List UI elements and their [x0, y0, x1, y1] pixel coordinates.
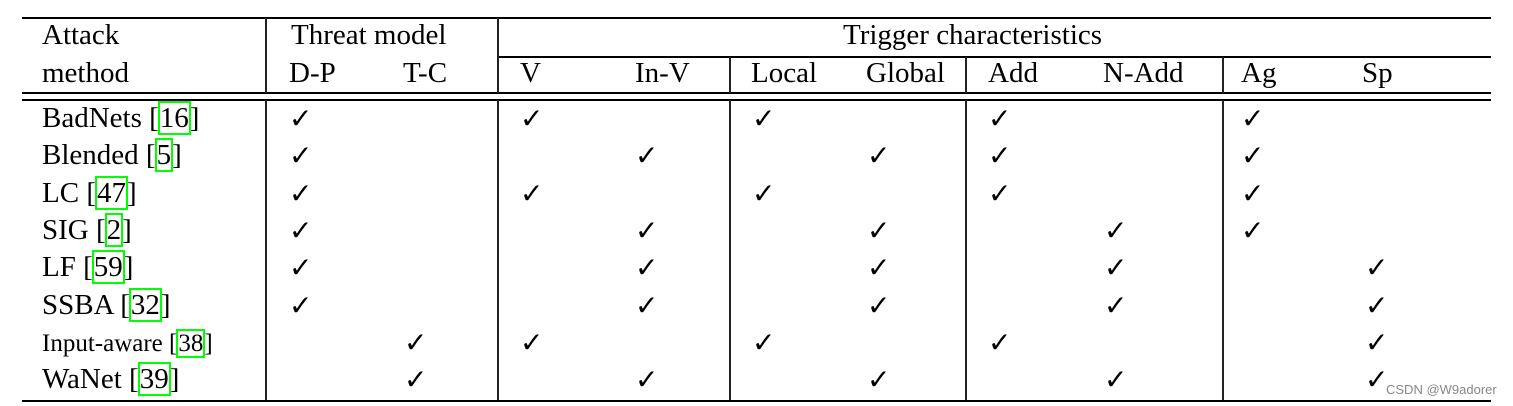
check-icon: ✓ — [988, 102, 1012, 135]
check-icon: ✓ — [635, 139, 659, 173]
check-icon: ✓ — [1104, 251, 1128, 285]
divider — [729, 57, 731, 93]
column-header-n-add: N-Add — [1103, 57, 1184, 89]
column-header-add: Add — [988, 57, 1038, 89]
method-label: Blended — [42, 139, 139, 172]
method-label: BadNets — [42, 102, 142, 134]
citation-link[interactable]: 32 — [128, 287, 162, 322]
check-icon: ✓ — [988, 325, 1012, 359]
divider — [965, 100, 967, 400]
divider — [265, 100, 267, 400]
header-attack-method-2: method — [42, 57, 129, 89]
check-icon: ✓ — [1365, 325, 1389, 359]
check-icon: ✓ — [1365, 288, 1389, 322]
check-icon: ✓ — [867, 139, 891, 173]
check-icon: ✓ — [635, 251, 659, 285]
check-icon: ✓ — [289, 288, 313, 322]
check-icon: ✓ — [1104, 363, 1128, 397]
method-label: LC — [42, 176, 80, 209]
check-icon: ✓ — [635, 363, 659, 397]
check-icon: ✓ — [867, 251, 891, 285]
attack-method-name: LC [47] — [42, 175, 137, 210]
citation-link[interactable]: 39 — [137, 362, 171, 397]
check-icon: ✓ — [1365, 251, 1389, 285]
trigger-group-rule — [498, 56, 1491, 58]
citation-link[interactable]: 16 — [157, 101, 191, 135]
header-threat-model: Threat model — [291, 19, 447, 51]
check-icon: ✓ — [289, 251, 313, 285]
column-header-d-p: D-P — [289, 57, 336, 89]
check-icon: ✓ — [289, 139, 313, 173]
divider — [965, 57, 967, 93]
divider — [729, 100, 731, 400]
citation-link[interactable]: 2 — [104, 212, 124, 247]
divider — [1222, 100, 1224, 400]
column-header-ag: Ag — [1241, 57, 1277, 89]
method-label: SSBA — [42, 288, 113, 321]
divider — [1222, 57, 1224, 93]
method-label: WaNet — [42, 363, 122, 396]
divider — [497, 100, 499, 400]
check-icon: ✓ — [520, 176, 544, 210]
check-icon: ✓ — [635, 288, 659, 322]
check-icon: ✓ — [867, 363, 891, 397]
check-icon: ✓ — [867, 288, 891, 322]
column-header-in-v: In-V — [635, 57, 690, 89]
column-header-v: V — [520, 57, 541, 89]
check-icon: ✓ — [520, 325, 544, 359]
attack-method-name: WaNet [39] — [42, 362, 180, 397]
check-icon: ✓ — [988, 176, 1012, 210]
check-icon: ✓ — [752, 102, 776, 135]
citation-link[interactable]: 47 — [94, 175, 128, 210]
check-icon: ✓ — [1241, 102, 1265, 135]
check-icon: ✓ — [289, 102, 313, 135]
check-icon: ✓ — [1241, 139, 1265, 173]
divider — [265, 18, 267, 93]
method-label: SIG — [42, 213, 89, 246]
bottom-rule — [22, 400, 1491, 402]
check-icon: ✓ — [1365, 363, 1389, 397]
check-icon: ✓ — [752, 325, 776, 359]
header-double-rule-1 — [22, 92, 1491, 94]
check-icon: ✓ — [289, 176, 313, 210]
column-header-t-c: T-C — [403, 57, 448, 89]
check-icon: ✓ — [1241, 176, 1265, 210]
column-header-global: Global — [866, 57, 945, 89]
check-icon: ✓ — [404, 363, 428, 397]
method-label: LF — [42, 251, 76, 284]
attack-method-name: LF [59] — [42, 250, 134, 285]
citation-link[interactable]: 38 — [176, 328, 206, 358]
attack-method-name: Input-aware [38] — [42, 328, 213, 358]
top-rule — [22, 17, 1491, 19]
watermark: CSDN @W9adorer — [1386, 382, 1497, 397]
check-icon: ✓ — [1104, 213, 1128, 247]
check-icon: ✓ — [520, 102, 544, 135]
header-attack-method-1: Attack — [42, 19, 120, 51]
column-header-sp: Sp — [1362, 57, 1393, 89]
citation-link[interactable]: 5 — [154, 138, 174, 173]
divider — [497, 18, 499, 93]
check-icon: ✓ — [404, 325, 428, 359]
check-icon: ✓ — [635, 213, 659, 247]
header-double-rule-2 — [22, 99, 1491, 101]
header-trigger-characteristics: Trigger characteristics — [843, 19, 1103, 51]
column-header-local: Local — [751, 57, 818, 89]
check-icon: ✓ — [1241, 213, 1265, 247]
attack-method-name: SSBA [32] — [42, 287, 171, 322]
citation-link[interactable]: 59 — [91, 250, 125, 285]
check-icon: ✓ — [988, 139, 1012, 173]
check-icon: ✓ — [752, 176, 776, 210]
check-icon: ✓ — [289, 213, 313, 247]
check-icon: ✓ — [867, 213, 891, 247]
method-label: Input-aware — [42, 329, 163, 357]
check-icon: ✓ — [1104, 288, 1128, 322]
attack-method-name: SIG [2] — [42, 212, 132, 247]
attack-method-name: Blended [5] — [42, 138, 182, 173]
attack-method-name: BadNets [16] — [42, 101, 200, 135]
